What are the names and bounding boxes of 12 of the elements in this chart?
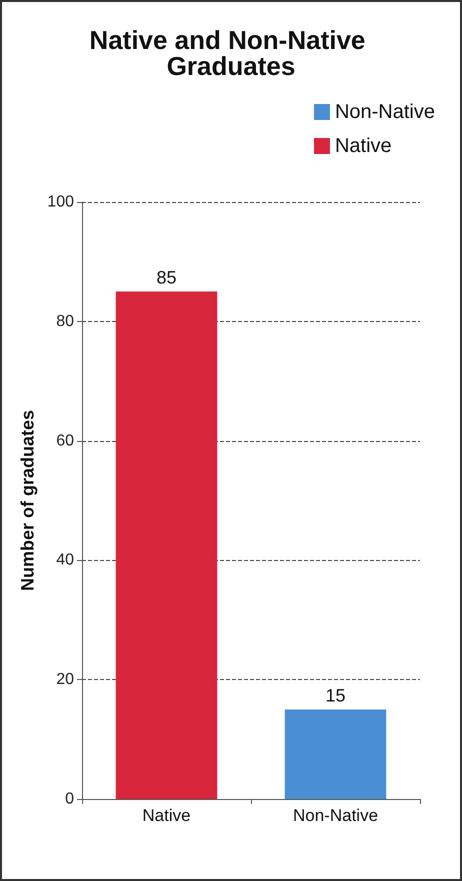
y-tick-label: 60 [56,432,74,450]
y-tick-label: 100 [47,194,74,210]
data-label: 15 [325,685,346,706]
y-tick-label: 0 [65,790,74,808]
y-tick-label: 80 [56,312,74,330]
y-tick-label: 40 [56,552,74,569]
legend-label: Native [334,135,392,157]
y-axis-title: Number of graduates [17,410,38,592]
chart-title: Native and Non-Native Graduates [89,25,373,81]
data-label: 85 [156,268,177,288]
y-tick-label: 20 [56,671,74,688]
legend-label: Non-Native [334,101,436,123]
